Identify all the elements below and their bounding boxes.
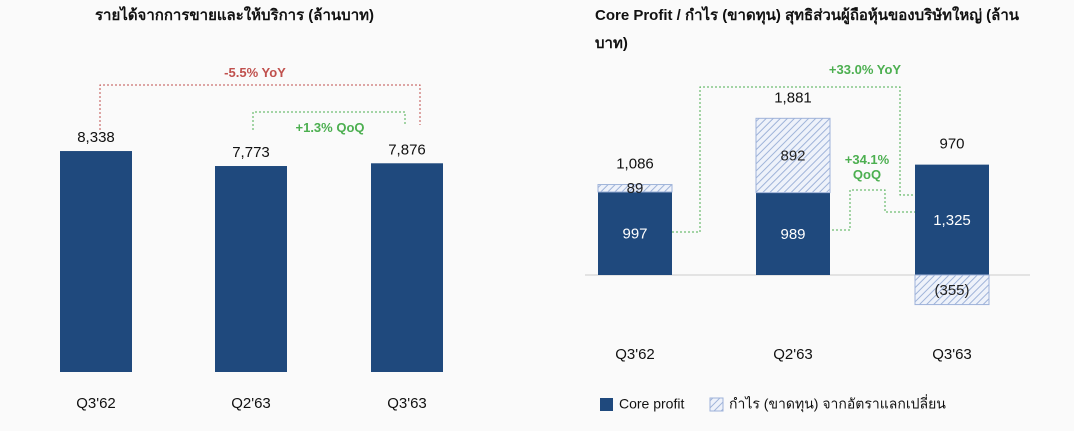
qoq-connector (252, 111, 406, 130)
data-label: 989 (780, 226, 805, 243)
legend-swatch (709, 397, 724, 412)
total-label: 1,086 (616, 156, 654, 173)
annotation: +33.0% YoY (828, 62, 902, 77)
data-label: 892 (780, 147, 805, 164)
annotation: +34.1% QoQ (844, 152, 890, 182)
annotation: -5.5% YoY (224, 65, 286, 80)
data-label: 7,773 (232, 144, 270, 161)
bar-segment (755, 117, 831, 194)
data-label: 8,338 (77, 129, 115, 146)
bar-segment (756, 192, 830, 275)
x-tick-label: Q2'63 (231, 395, 271, 412)
x-tick-label: Q3'62 (76, 395, 116, 412)
legend-swatch (600, 398, 613, 411)
bar (215, 166, 287, 372)
data-label: (355) (934, 282, 969, 299)
chart-title: Core Profit / กำไร (ขาดทุน) สุทธิส่วนผู้… (595, 7, 1020, 52)
qoq-connector (832, 189, 915, 231)
bar-segment (914, 274, 990, 306)
bar (371, 163, 443, 372)
x-tick-label: Q3'62 (615, 346, 655, 363)
total-label: 1,881 (774, 89, 812, 106)
bar-segment (915, 164, 989, 275)
bar-segment (597, 184, 673, 193)
yoy-connector (672, 86, 915, 233)
data-label: 997 (622, 225, 647, 242)
bar (60, 151, 132, 372)
yoy-connector (99, 84, 421, 130)
bar-segment (598, 191, 672, 275)
x-tick-label: Q3'63 (932, 346, 972, 363)
total-label: 970 (939, 136, 964, 153)
legend-label: Core profit (619, 396, 684, 412)
data-label: 89 (627, 180, 644, 197)
data-label: 7,876 (388, 141, 426, 158)
x-tick-label: Q3'63 (387, 395, 427, 412)
data-label: 1,325 (933, 212, 971, 229)
chart-title: รายได้จากการขายและให้บริการ (ล้านบาท) (95, 7, 375, 24)
x-tick-label: Q2'63 (773, 346, 813, 363)
annotation: +1.3% QoQ (295, 120, 365, 135)
legend-label: กำไร (ขาดทุน) จากอัตราแลกเปลี่ยน (729, 395, 946, 413)
